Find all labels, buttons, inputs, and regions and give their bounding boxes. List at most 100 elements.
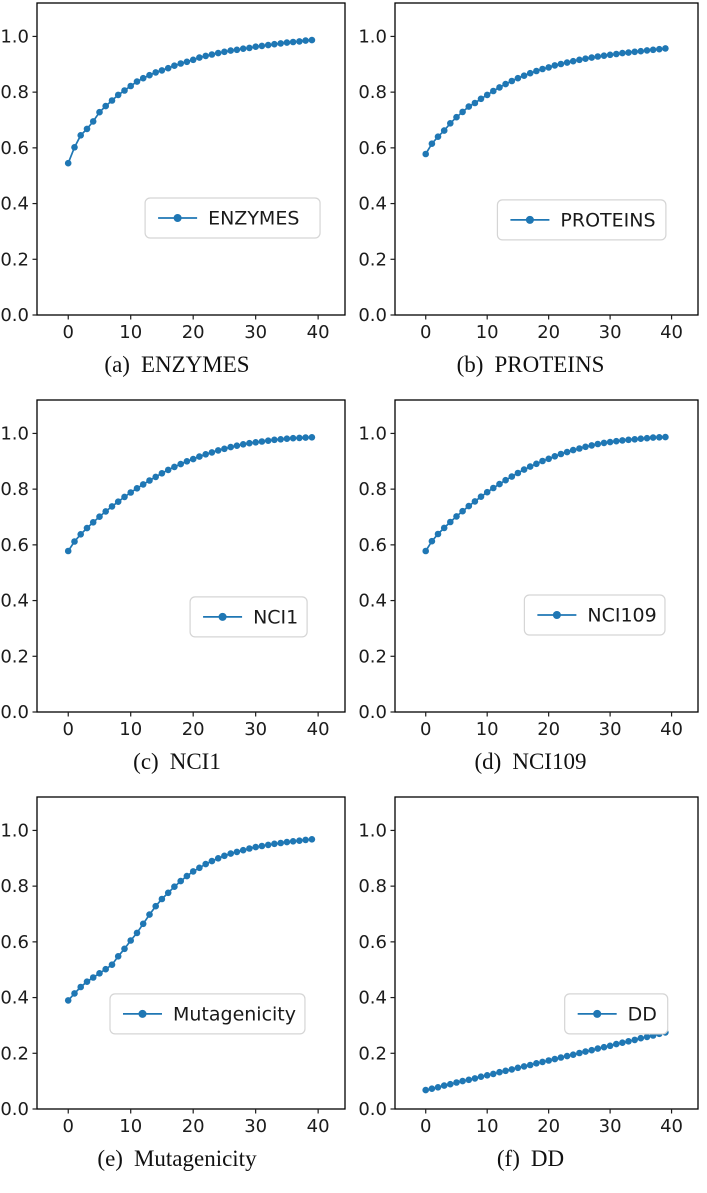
- data-point-marker: [539, 65, 546, 73]
- data-point-marker: [264, 41, 272, 49]
- data-point-marker: [152, 473, 159, 481]
- caption-index: (c): [133, 749, 159, 774]
- data-point-marker: [189, 868, 197, 875]
- data-point-marker: [296, 434, 303, 442]
- data-point-marker: [83, 524, 91, 532]
- data-point-marker: [600, 52, 608, 59]
- y-tick-label: 0.8: [358, 876, 387, 897]
- data-point-marker: [428, 537, 436, 545]
- data-point-marker: [477, 95, 485, 103]
- series-line: [67, 436, 312, 552]
- data-point-marker: [496, 84, 503, 91]
- data-point-marker: [71, 990, 78, 997]
- data-point-marker: [428, 1085, 436, 1092]
- y-tick-label: 0.2: [358, 249, 387, 270]
- y-tick-label: 1.0: [358, 26, 387, 47]
- data-point-marker: [637, 47, 645, 55]
- data-point-marker: [96, 108, 103, 116]
- data-point-marker: [563, 448, 571, 456]
- data-point-marker: [471, 1075, 479, 1082]
- data-point-marker: [465, 103, 473, 110]
- x-tick-label: 10: [476, 719, 499, 740]
- data-point-marker: [606, 438, 614, 446]
- series-line: [67, 39, 312, 164]
- y-tick-label: 0.4: [358, 194, 387, 215]
- data-point-marker: [127, 937, 134, 944]
- data-point-marker: [121, 87, 128, 94]
- plot-canvas-mutagenicity: 0 10 20 30 40 0.0 0.2 0.4 0.6 0.8 1.0 Mutagenicity: [0, 796, 346, 1137]
- legend-sample-marker: [525, 215, 534, 224]
- x-tick-label: 30: [244, 322, 267, 343]
- data-point-marker: [453, 513, 460, 520]
- data-point-marker: [283, 435, 291, 442]
- data-point-marker: [77, 132, 84, 139]
- caption-index: (f): [496, 1146, 520, 1171]
- legend-sample-marker: [593, 1009, 602, 1018]
- y-tick-label: 0.6: [358, 535, 387, 556]
- data-point-marker: [183, 58, 191, 66]
- subplot-caption: (b) PROTEINS: [354, 352, 707, 377]
- data-point-marker: [252, 439, 259, 446]
- data-point-marker: [526, 463, 534, 470]
- data-point-marker: [77, 531, 84, 538]
- data-point-marker: [656, 434, 663, 441]
- y-tick-label: 0.0: [358, 305, 387, 326]
- data-point-marker: [302, 836, 309, 844]
- data-point-marker: [557, 1054, 565, 1061]
- data-point-marker: [613, 437, 620, 445]
- y-tick-label: 0.2: [358, 646, 387, 667]
- data-point-marker: [302, 37, 309, 44]
- data-point-marker: [96, 970, 103, 977]
- data-point-marker: [208, 449, 216, 456]
- subplot-caption: (a) ENZYMES: [0, 352, 354, 377]
- y-tick-label: 0.2: [0, 1043, 29, 1064]
- data-point-marker: [89, 519, 97, 526]
- y-tick-label: 0.0: [0, 702, 29, 723]
- axes-box: [36, 2, 346, 316]
- data-point-marker: [233, 46, 241, 54]
- data-point-marker: [545, 1057, 552, 1064]
- x-tick-label: 20: [182, 719, 205, 740]
- data-point-marker: [246, 439, 253, 447]
- data-point-marker: [189, 455, 197, 463]
- data-point-marker: [71, 538, 78, 545]
- data-point-marker: [453, 1079, 460, 1086]
- y-tick-label: 0.6: [358, 932, 387, 953]
- data-point-marker: [283, 39, 291, 46]
- data-point-marker: [221, 48, 228, 56]
- data-point-marker: [146, 477, 153, 484]
- y-tick-label: 0.0: [358, 1099, 387, 1120]
- data-point-marker: [258, 842, 266, 850]
- caption-label: NCI1: [169, 749, 221, 774]
- subplot-proteins: 0 10 20 30 40 0.0 0.2 0.4 0.6 0.8 1.0 PROTEINS (b) …: [354, 0, 707, 397]
- data-point-marker: [447, 120, 454, 127]
- data-point-marker: [158, 67, 166, 74]
- y-tick-label: 0.6: [0, 138, 29, 159]
- data-point-marker: [428, 140, 436, 147]
- data-point-marker: [434, 133, 442, 140]
- data-point-marker: [258, 42, 266, 50]
- y-tick-label: 0.6: [0, 932, 29, 953]
- legend-label: NCI1: [253, 606, 298, 628]
- subplot-mutagenicity: 0 10 20 30 40 0.0 0.2 0.4 0.6 0.8 1.0 Mutagenicity …: [0, 794, 354, 1191]
- axes-box: [394, 796, 699, 1110]
- data-point-marker: [649, 434, 657, 441]
- data-point-marker: [214, 447, 222, 454]
- data-point-marker: [539, 457, 546, 465]
- x-tick-label: 0: [63, 719, 74, 740]
- data-point-marker: [89, 974, 97, 981]
- data-point-marker: [83, 125, 91, 133]
- data-point-marker: [227, 850, 234, 857]
- data-point-marker: [557, 60, 565, 68]
- data-point-marker: [557, 450, 565, 458]
- data-point-marker: [227, 47, 234, 54]
- data-point-marker: [139, 74, 147, 82]
- x-tick-label: 10: [476, 1116, 499, 1137]
- data-point-marker: [133, 485, 141, 492]
- data-point-marker: [545, 455, 552, 463]
- axes-box: [36, 796, 346, 1110]
- x-tick-label: 20: [537, 322, 560, 343]
- data-point-marker: [108, 97, 116, 104]
- data-point-marker: [526, 69, 534, 77]
- data-point-marker: [477, 1073, 485, 1080]
